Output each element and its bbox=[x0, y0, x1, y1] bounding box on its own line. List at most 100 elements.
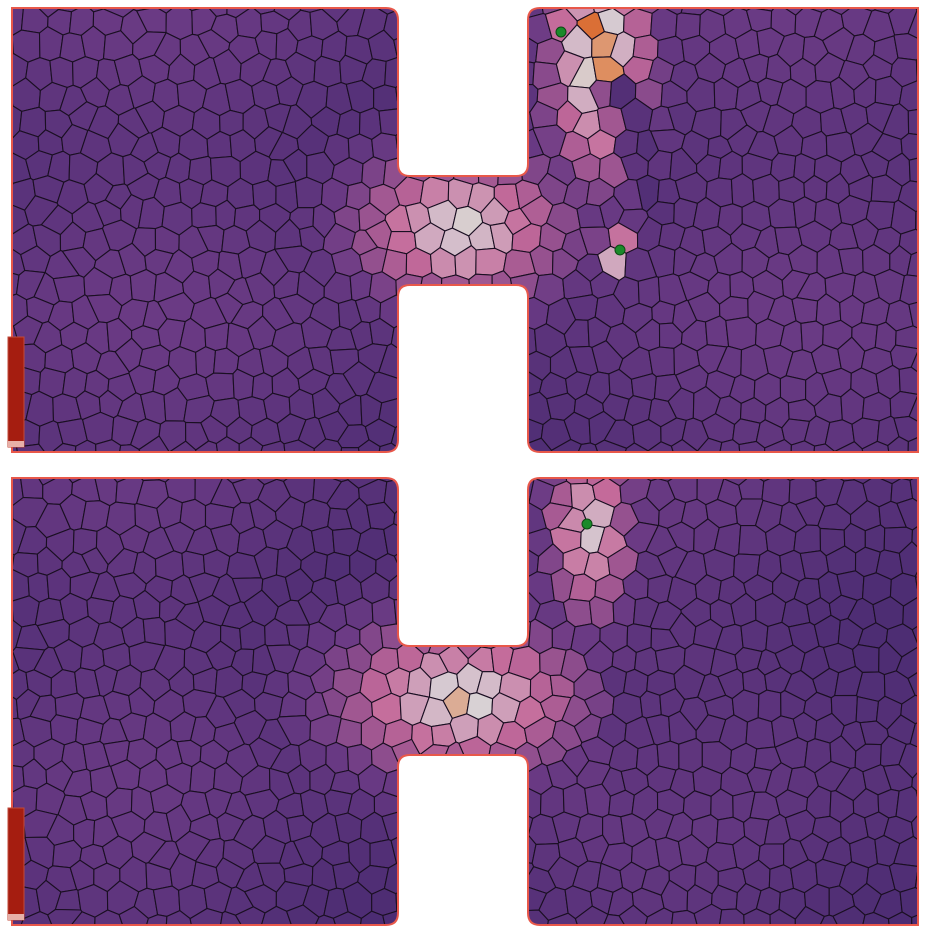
mesh-cell bbox=[406, 808, 434, 843]
mesh-cell bbox=[0, 244, 2, 276]
simulation-panel-top bbox=[0, 0, 928, 460]
mesh-cell bbox=[403, 908, 434, 925]
mesh-cell bbox=[434, 570, 459, 602]
mesh-cell bbox=[908, 154, 918, 183]
mesh-cell bbox=[13, 468, 43, 477]
mesh-cell bbox=[476, 623, 506, 650]
mesh-cell bbox=[923, 887, 928, 915]
mesh-cell bbox=[908, 297, 918, 330]
mesh-cell bbox=[919, 172, 928, 204]
mesh-cell bbox=[418, 596, 452, 628]
mesh-cell bbox=[478, 860, 511, 891]
mesh-cell bbox=[907, 668, 918, 697]
mesh-cell bbox=[198, 478, 230, 479]
mesh-cell bbox=[395, 124, 423, 160]
mesh-cell bbox=[441, 30, 472, 59]
mesh-cell bbox=[431, 55, 461, 84]
mesh-cell bbox=[453, 912, 480, 925]
mesh-cell bbox=[435, 107, 465, 135]
mesh-cell bbox=[480, 55, 513, 82]
mesh-cell bbox=[437, 371, 470, 402]
mesh-cell bbox=[17, 911, 56, 925]
mesh-cell bbox=[462, 546, 490, 580]
mesh-cell bbox=[914, 576, 918, 603]
mesh-cell bbox=[300, 498, 331, 532]
mesh-cell bbox=[475, 478, 510, 508]
mesh-cell bbox=[791, 297, 819, 324]
mesh-cell bbox=[395, 885, 422, 916]
mesh-cell bbox=[510, 786, 542, 820]
mesh-cell bbox=[408, 527, 432, 562]
mesh-cell bbox=[453, 760, 482, 791]
mesh-cell bbox=[467, 72, 499, 110]
mesh-cell bbox=[451, 392, 480, 425]
mesh-cell bbox=[417, 79, 449, 115]
mesh-cell bbox=[908, 391, 918, 426]
mesh-cell bbox=[445, 888, 476, 917]
mesh-cell bbox=[439, 415, 471, 444]
mesh-cell bbox=[428, 767, 459, 799]
mesh-cell bbox=[441, 129, 469, 157]
mesh-cell bbox=[440, 274, 471, 308]
mesh-cell bbox=[564, 478, 589, 485]
mesh-cell bbox=[397, 782, 423, 815]
mesh-cell bbox=[467, 830, 495, 866]
mesh-cell bbox=[486, 789, 516, 819]
mesh-cell bbox=[487, 35, 515, 59]
mesh-cell bbox=[768, 864, 795, 894]
mesh-cell bbox=[420, 881, 449, 920]
mesh-cell bbox=[384, 56, 409, 89]
mesh-cell bbox=[489, 367, 514, 398]
mesh-cell bbox=[335, 717, 362, 748]
mesh-cell bbox=[373, 84, 400, 112]
mesh-cell bbox=[893, 33, 918, 61]
mesh-cell bbox=[397, 373, 428, 409]
mesh-cell bbox=[129, 268, 157, 303]
mesh-cell bbox=[444, 550, 473, 584]
mesh-cell bbox=[0, 866, 4, 894]
mesh-cell bbox=[416, 30, 445, 64]
mesh-cell bbox=[499, 386, 530, 419]
mesh-cell bbox=[507, 58, 535, 86]
mesh-cell bbox=[478, 757, 505, 794]
mesh-cell bbox=[458, 442, 492, 452]
mesh-cell bbox=[0, 344, 4, 374]
mesh-cell bbox=[0, 58, 3, 86]
mesh-cell bbox=[422, 478, 446, 480]
mesh-cell bbox=[648, 346, 676, 378]
mesh-cell bbox=[428, 524, 457, 555]
mesh-cell bbox=[418, 419, 447, 452]
mesh-cell bbox=[487, 129, 516, 159]
mesh-cell bbox=[495, 574, 529, 608]
green-marker-top bbox=[581, 518, 593, 530]
mesh-cell bbox=[441, 501, 477, 532]
mesh-cell bbox=[405, 478, 435, 507]
mesh-cell bbox=[0, 293, 2, 328]
mesh-cell bbox=[468, 786, 494, 820]
mesh-cell bbox=[378, 108, 409, 137]
mesh-cell bbox=[919, 692, 928, 723]
mesh-cell bbox=[907, 433, 918, 452]
mesh-cell bbox=[468, 273, 493, 303]
colorbar-low-segment bbox=[8, 441, 24, 447]
mesh-cell bbox=[477, 529, 510, 559]
mesh-cell bbox=[0, 221, 10, 249]
mesh-cell bbox=[909, 718, 918, 749]
mesh-cell bbox=[446, 786, 471, 822]
mesh-cell bbox=[920, 320, 928, 353]
mesh-cell bbox=[481, 812, 508, 836]
mesh-cell bbox=[475, 299, 505, 326]
mesh-cell bbox=[424, 813, 457, 845]
mesh-cell bbox=[409, 362, 442, 393]
mesh-cell bbox=[467, 35, 495, 72]
mesh-cell bbox=[922, 231, 928, 261]
mesh-cell bbox=[0, 713, 4, 747]
mesh-cell bbox=[915, 202, 918, 234]
mesh-cell bbox=[480, 106, 508, 135]
mesh-cell bbox=[893, 835, 918, 868]
mesh-cell bbox=[448, 523, 485, 554]
mesh-cell bbox=[399, 478, 425, 484]
mesh-cell bbox=[142, 616, 166, 647]
mesh-cell bbox=[410, 764, 437, 800]
mesh-cell bbox=[911, 524, 918, 556]
